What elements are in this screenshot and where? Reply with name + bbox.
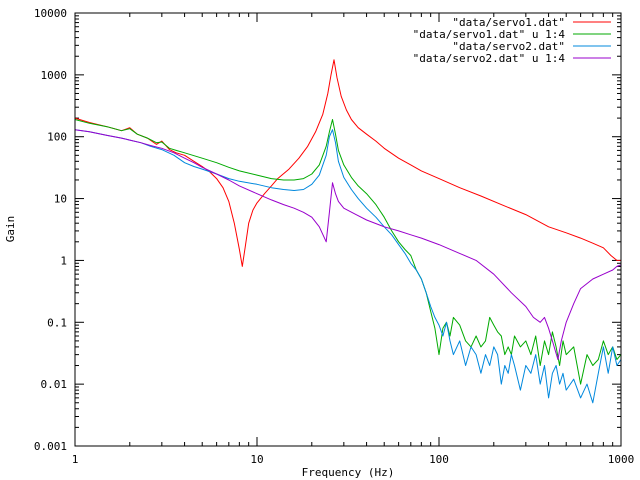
y-tick-label: 1 xyxy=(60,254,67,267)
y-tick-label: 10 xyxy=(54,193,67,206)
y-tick-label: 1000 xyxy=(41,69,68,82)
y-tick-label: 0.01 xyxy=(41,378,68,391)
x-tick-label: 100 xyxy=(429,453,449,466)
y-tick-label: 100 xyxy=(47,131,67,144)
series-servo1-line xyxy=(74,59,621,267)
y-tick-label: 0.1 xyxy=(47,316,67,329)
legend-label: "data/servo1.dat" u 1:4 xyxy=(413,28,566,41)
plot-frame xyxy=(74,12,622,447)
legend-label: "data/servo2.dat" xyxy=(452,40,565,53)
y-tick-label: 10000 xyxy=(34,7,67,20)
legend-entry-servo2-col4: "data/servo2.dat" u 1:4 xyxy=(413,52,611,65)
x-axis-label: Frequency (Hz) xyxy=(302,466,395,479)
series-servo1-col4-line xyxy=(74,119,622,385)
x-tick-label: 1000 xyxy=(608,453,635,466)
y-tick-label: 0.001 xyxy=(34,440,67,453)
series-servo2-col4-line xyxy=(74,129,622,360)
legend-label: "data/servo2.dat" u 1:4 xyxy=(413,52,566,65)
legend-label: "data/servo1.dat" xyxy=(452,16,565,29)
y-axis-label: Gain xyxy=(4,216,17,243)
series-servo2-line xyxy=(74,129,622,404)
ticks-layer: 1 10 100 1000 0.001 0.01 0.1 1 10 100 1000 10000 xyxy=(34,7,634,466)
legend-entry-servo1-col4: "data/servo1.dat" u 1:4 xyxy=(413,28,611,41)
x-tick-label: 10 xyxy=(250,453,263,466)
x-tick-label: 1 xyxy=(72,453,79,466)
legend: "data/servo1.dat""data/servo1.dat" u 1:4… xyxy=(413,16,611,65)
legend-entry-servo1: "data/servo1.dat" xyxy=(452,16,611,29)
series-layer xyxy=(74,59,622,404)
legend-entry-servo2: "data/servo2.dat" xyxy=(452,40,611,53)
